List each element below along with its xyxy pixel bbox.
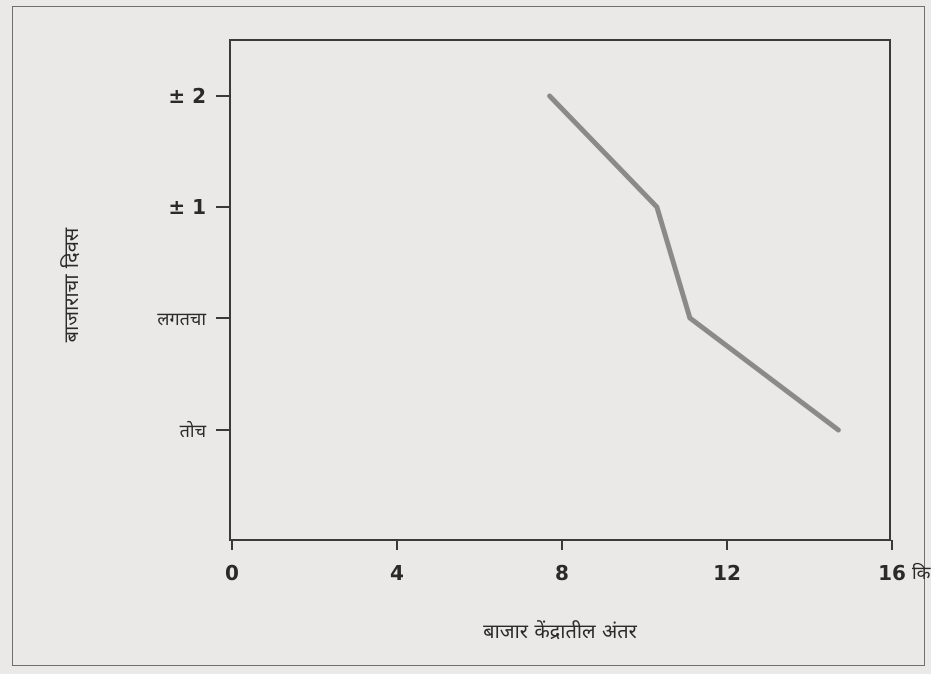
series-point: [688, 316, 692, 320]
x-unit-label: कि.मी: [912, 562, 931, 584]
y-tick-label: तोच: [180, 420, 207, 442]
figure-border: [12, 6, 925, 666]
series-line: [547, 93, 841, 433]
y-tick-label: ± 2: [168, 84, 206, 108]
plot-area-frame: [229, 39, 891, 541]
x-tick-label: 12: [713, 561, 741, 585]
y-tick-label: लगतचा: [157, 309, 206, 330]
y-tick-label: ± 1: [168, 195, 206, 219]
x-axis-title: बाजार केंद्रातील अंतर: [483, 619, 637, 643]
x-tick-label: 0: [225, 561, 239, 585]
series-point: [836, 428, 840, 432]
series-point: [655, 205, 659, 209]
series-point: [548, 94, 552, 98]
x-tick-label: 8: [555, 561, 569, 585]
x-tick-label: 16: [878, 561, 906, 585]
x-tick-label: 4: [390, 561, 404, 585]
y-axis-title: बाजाराचा दिवस: [59, 227, 83, 342]
